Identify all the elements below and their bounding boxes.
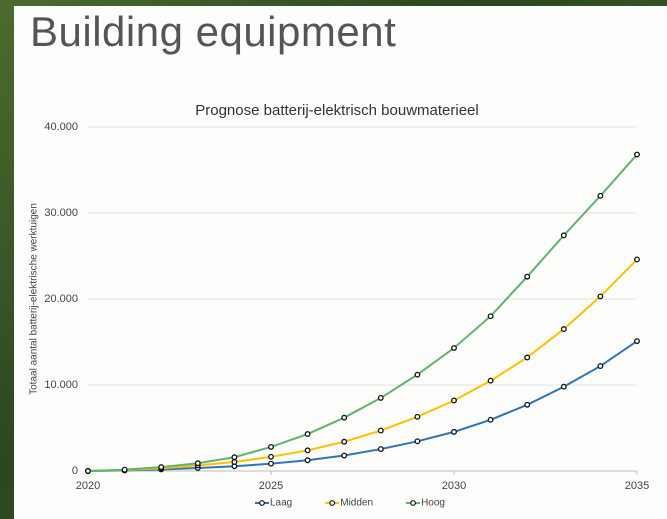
y-tick-label: 20.000 — [44, 293, 78, 305]
data-point — [342, 453, 347, 458]
data-point — [305, 432, 310, 437]
data-point — [415, 439, 420, 444]
data-point — [598, 294, 603, 299]
legend-label: Midden — [340, 498, 373, 509]
y-tick-label: 40.000 — [44, 121, 78, 133]
y-tick-label: 10.000 — [44, 379, 78, 391]
series-line — [88, 155, 637, 471]
data-point — [159, 465, 164, 470]
data-point — [269, 455, 274, 460]
legend-marker — [260, 501, 265, 506]
data-point — [305, 448, 310, 453]
y-tick-label: 30.000 — [44, 207, 78, 219]
data-point — [379, 428, 384, 433]
legend-label: Hoog — [421, 498, 445, 509]
data-point — [598, 364, 603, 369]
data-point — [415, 372, 420, 377]
data-point — [196, 461, 201, 466]
data-point — [452, 430, 457, 435]
series-line — [88, 341, 637, 471]
data-point — [379, 447, 384, 452]
data-point — [342, 415, 347, 420]
data-point — [598, 194, 603, 199]
data-point — [635, 339, 640, 344]
x-tick-label: 2020 — [76, 480, 100, 492]
data-point — [562, 327, 567, 332]
data-point — [379, 396, 384, 401]
data-point — [269, 461, 274, 466]
data-point — [232, 460, 237, 465]
data-point — [269, 445, 274, 450]
data-point — [488, 418, 493, 423]
data-point — [488, 314, 493, 319]
data-point — [525, 402, 530, 407]
y-axis-label: Totaal aantal batterij-elektrische werkt… — [29, 203, 40, 395]
legend-marker — [411, 501, 416, 506]
data-point — [122, 467, 127, 472]
data-point — [86, 469, 91, 474]
chart-title: Prognose batterij-elektrisch bouwmaterie… — [195, 102, 478, 119]
x-tick-label: 2025 — [259, 480, 283, 492]
data-point — [452, 346, 457, 351]
data-point — [415, 415, 420, 420]
data-point — [452, 398, 457, 403]
data-point — [562, 384, 567, 389]
data-point — [232, 455, 237, 460]
data-point — [305, 458, 310, 463]
x-tick-label: 2030 — [442, 480, 466, 492]
data-point — [635, 257, 640, 262]
series-line — [88, 259, 637, 471]
data-point — [488, 378, 493, 383]
slide: Building equipment Prognose batterij-ele… — [0, 0, 667, 519]
data-point — [525, 355, 530, 360]
legend-marker — [330, 501, 335, 506]
y-tick-label: 0 — [72, 465, 78, 477]
chart: Prognose batterij-elektrisch bouwmaterie… — [0, 0, 667, 519]
data-point — [562, 233, 567, 238]
x-tick-label: 2035 — [625, 480, 649, 492]
data-point — [342, 439, 347, 444]
data-point — [525, 274, 530, 279]
data-point — [635, 152, 640, 157]
legend-label: Laag — [270, 498, 292, 509]
